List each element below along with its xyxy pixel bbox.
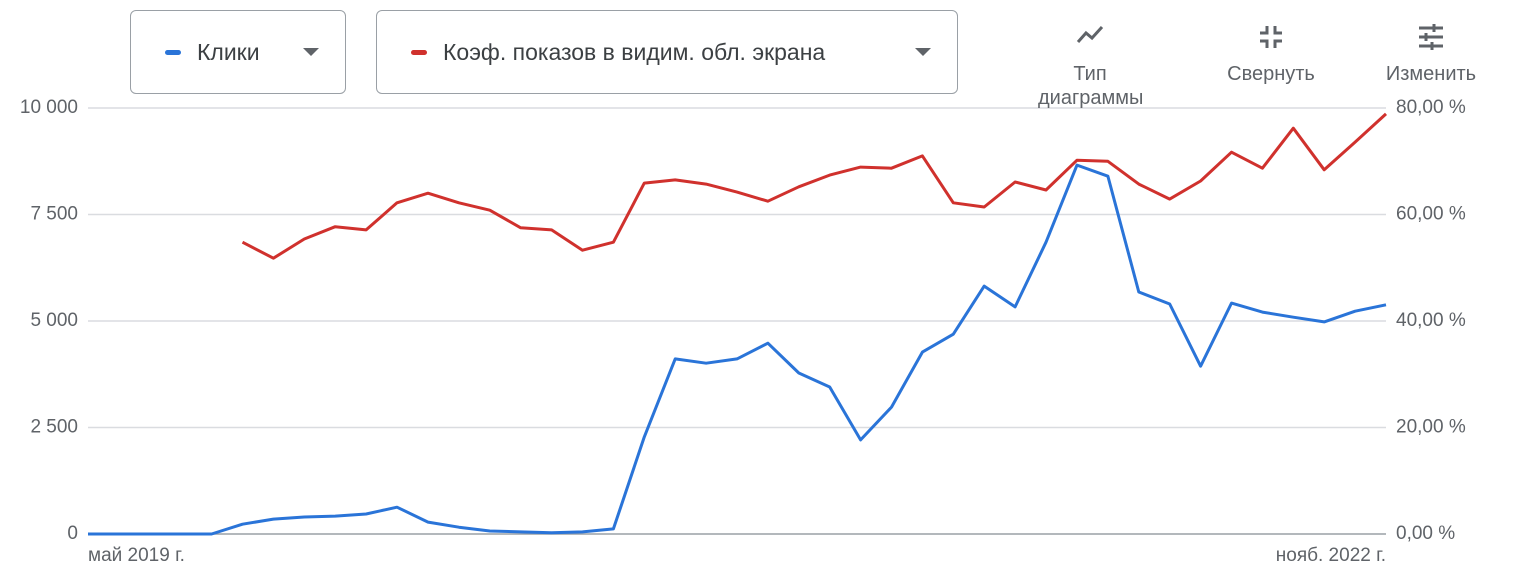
dropdown-arrow (915, 48, 931, 56)
y-tick-label: 2 500 (30, 417, 78, 438)
legend-label: Коэф. показов в видим. обл. экрана (443, 38, 826, 65)
button-label: Изменить (1385, 63, 1477, 85)
y2-tick-label: 20,00 % (1396, 417, 1466, 438)
y-tick-label: 0 (67, 523, 78, 544)
toolbar-button[interactable]: Свернуть (1201, 22, 1341, 86)
legend-swatch (165, 49, 181, 55)
dropdown-arrow (303, 48, 319, 56)
y-tick-label: 10 000 (20, 97, 78, 118)
icon (1260, 26, 1282, 48)
legend-dropdown[interactable]: Клики (130, 10, 346, 94)
legend-label: Клики (197, 38, 260, 65)
y2-tick-label: 80,00 % (1396, 97, 1466, 118)
icon (1076, 25, 1104, 43)
legend-dropdown[interactable]: Коэф. показов в видим. обл. экрана (376, 10, 958, 94)
toolbar-button[interactable]: Тип диаграммы (1020, 22, 1160, 110)
toolbar-button[interactable]: Изменить (1361, 22, 1501, 86)
y2-tick-label: 0,00 % (1396, 523, 1455, 544)
line-series (88, 163, 1387, 536)
y-tick-label: 7 500 (30, 204, 78, 225)
y2-tick-label: 60,00 % (1396, 204, 1466, 225)
button-label: Свернуть (1227, 63, 1315, 85)
y2-tick-label: 40,00 % (1396, 310, 1466, 331)
button-label: Тип диаграммы (1038, 63, 1144, 109)
x-tick-label: май 2019 г. (88, 545, 185, 566)
y-tick-label: 5 000 (30, 310, 78, 331)
x-tick-label: нояб. 2022 г. (1276, 545, 1386, 566)
line-series (241, 112, 1388, 260)
icon (1419, 24, 1443, 50)
legend-swatch (411, 49, 427, 55)
